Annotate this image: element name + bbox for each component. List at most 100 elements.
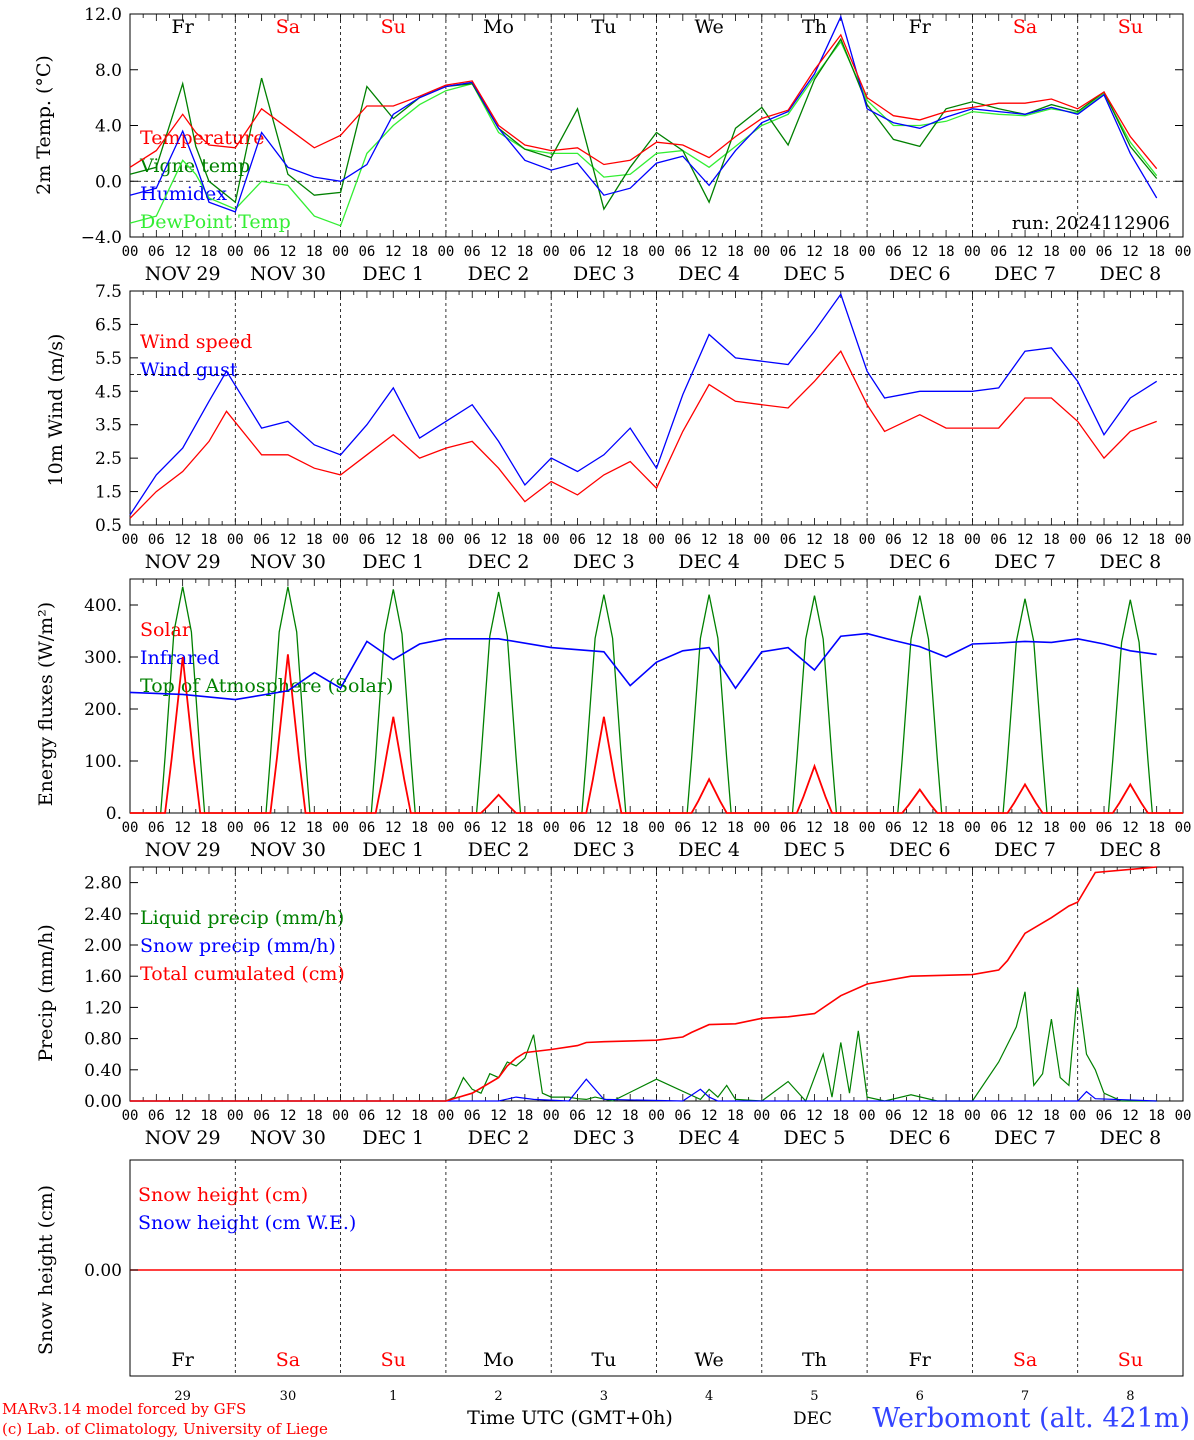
weekday-label: Sa [1013, 1349, 1037, 1371]
hour-tick-label: 12 [911, 532, 928, 548]
hour-tick-label: 00 [543, 532, 560, 548]
date-label: NOV 30 [250, 839, 326, 861]
hour-tick-label: 12 [174, 820, 191, 836]
hour-tick-label: 12 [174, 532, 191, 548]
hour-tick-label: 12 [280, 1108, 297, 1124]
weekday-label: Fr [172, 1349, 195, 1371]
hour-tick-label: 18 [622, 1108, 639, 1124]
y-tick-label: 300. [84, 648, 122, 668]
hour-tick-label: 18 [516, 532, 533, 548]
y-tick-label: 0.80 [84, 1030, 122, 1050]
hour-tick-label: 12 [806, 532, 823, 548]
hour-tick-label: 00 [648, 820, 665, 836]
hour-tick-label: 06 [674, 532, 691, 548]
hour-tick-label: 18 [516, 244, 533, 260]
y-tick-label: 0.00 [84, 1092, 122, 1112]
hour-tick-label: 18 [201, 532, 218, 548]
series-line-humidex [129, 14, 1158, 213]
hour-tick-label: 00 [648, 1108, 665, 1124]
temperature-series: 12.0 8.0 4.0 0.0 −4.0 [81, 5, 1183, 248]
hour-tick-label: 06 [464, 820, 481, 836]
snow-y-tick: 0.00 [84, 1261, 122, 1281]
wind-y-label: 10m Wind (m/s) [45, 334, 67, 487]
weekday-label: Th [802, 1349, 827, 1371]
legend-vigne-temp: Vigne temp [139, 155, 250, 177]
y-tick-label: 0. [106, 804, 122, 824]
model-credit-line1: MARv3.14 model forced by GFS [2, 1400, 246, 1418]
hour-tick-label: 00 [753, 1108, 770, 1124]
hour-tick-label: 18 [938, 244, 955, 260]
series-line-temperature [129, 33, 1158, 170]
hour-tick-label: 12 [595, 1108, 612, 1124]
day-number-label: 5 [810, 1389, 818, 1404]
weekday-label: Su [1118, 1349, 1143, 1371]
y-tick-label: −4.0 [81, 228, 122, 248]
hour-tick-label: 18 [411, 532, 428, 548]
weekday-label: Su [1118, 16, 1143, 38]
hour-tick-label: 18 [622, 820, 639, 836]
hour-tick-label: 06 [1096, 820, 1113, 836]
hour-tick-label: 18 [727, 532, 744, 548]
hour-tick-label: 06 [358, 244, 375, 260]
y-tick-label: 200. [84, 700, 122, 720]
y-tick-label: 0.5 [95, 516, 122, 536]
hour-tick-label: 00 [1069, 244, 1086, 260]
wind-series: 7.5 6.5 5.5 4.5 3.5 2.5 1.5 0.5 [95, 282, 1183, 536]
hour-tick-label: 12 [701, 532, 718, 548]
y-tick-label: 4.5 [95, 382, 122, 402]
weekday-label: Mo [483, 16, 514, 38]
hour-tick-label: 00 [122, 244, 139, 260]
date-label: DEC 4 [678, 839, 740, 861]
weekday-label: We [695, 16, 724, 38]
station-label: Werbomont (alt. 421m) [872, 1403, 1190, 1434]
y-tick-label: 4.0 [95, 117, 122, 137]
date-label: DEC 8 [1099, 551, 1161, 573]
hour-tick-label: 12 [595, 244, 612, 260]
hour-tick-label: 00 [648, 532, 665, 548]
y-tick-label: 0.0 [95, 172, 122, 192]
hour-tick-label: 12 [385, 244, 402, 260]
hour-tick-label: 00 [437, 820, 454, 836]
hour-tick-label: 00 [648, 244, 665, 260]
day-number-label: 8 [1126, 1389, 1134, 1404]
hour-tick-label: 12 [385, 1108, 402, 1124]
hour-tick-label: 18 [201, 244, 218, 260]
hour-tick-label: 12 [174, 244, 191, 260]
y-tick-label: 100. [84, 752, 122, 772]
hour-tick-label: 18 [306, 820, 323, 836]
hour-tick-label: 06 [780, 1108, 797, 1124]
hour-tick-label: 06 [990, 532, 1007, 548]
date-label: DEC 1 [362, 839, 424, 861]
hour-tick-label: 18 [727, 244, 744, 260]
hour-tick-label: 00 [332, 820, 349, 836]
hour-tick-label: 06 [569, 532, 586, 548]
date-label: DEC 8 [1099, 263, 1161, 285]
panel-3-frame: 00 06 12 18 00 06 12 18 00 06 12 18 00 06 12 18 00 06 12 18… [122, 866, 1191, 1149]
hour-tick-label: 00 [227, 820, 244, 836]
date-label: NOV 30 [250, 263, 326, 285]
hour-tick-label: 06 [253, 820, 270, 836]
panel-4-frame [129, 1159, 1184, 1377]
hour-tick-label: 12 [701, 1108, 718, 1124]
weekday-label: Sa [276, 1349, 300, 1371]
precip-y-label: Precip (mm/h) [35, 924, 57, 1062]
temperature-panel: 2m Temp. (°C) Temperature Vigne temp Hum… [33, 55, 1170, 234]
hour-tick-label: 12 [280, 244, 297, 260]
hour-tick-label: 06 [148, 820, 165, 836]
weekday-label: Sa [276, 16, 300, 38]
hour-tick-label: 00 [122, 1108, 139, 1124]
hour-tick-label: 06 [148, 532, 165, 548]
day-number-label: 3 [600, 1389, 608, 1404]
model-credit-line2: (c) Lab. of Climatology, University of L… [2, 1420, 328, 1438]
hour-tick-label: 18 [938, 820, 955, 836]
hour-tick-label: 18 [1148, 532, 1165, 548]
hour-tick-label: 12 [280, 532, 297, 548]
hour-tick-label: 12 [1017, 244, 1034, 260]
hour-tick-label: 18 [1043, 532, 1060, 548]
hour-tick-label: 12 [1017, 820, 1034, 836]
hour-tick-label: 06 [674, 244, 691, 260]
date-label: DEC 7 [994, 551, 1056, 573]
y-tick-label: 1.60 [84, 967, 122, 987]
hour-tick-label: 06 [885, 532, 902, 548]
